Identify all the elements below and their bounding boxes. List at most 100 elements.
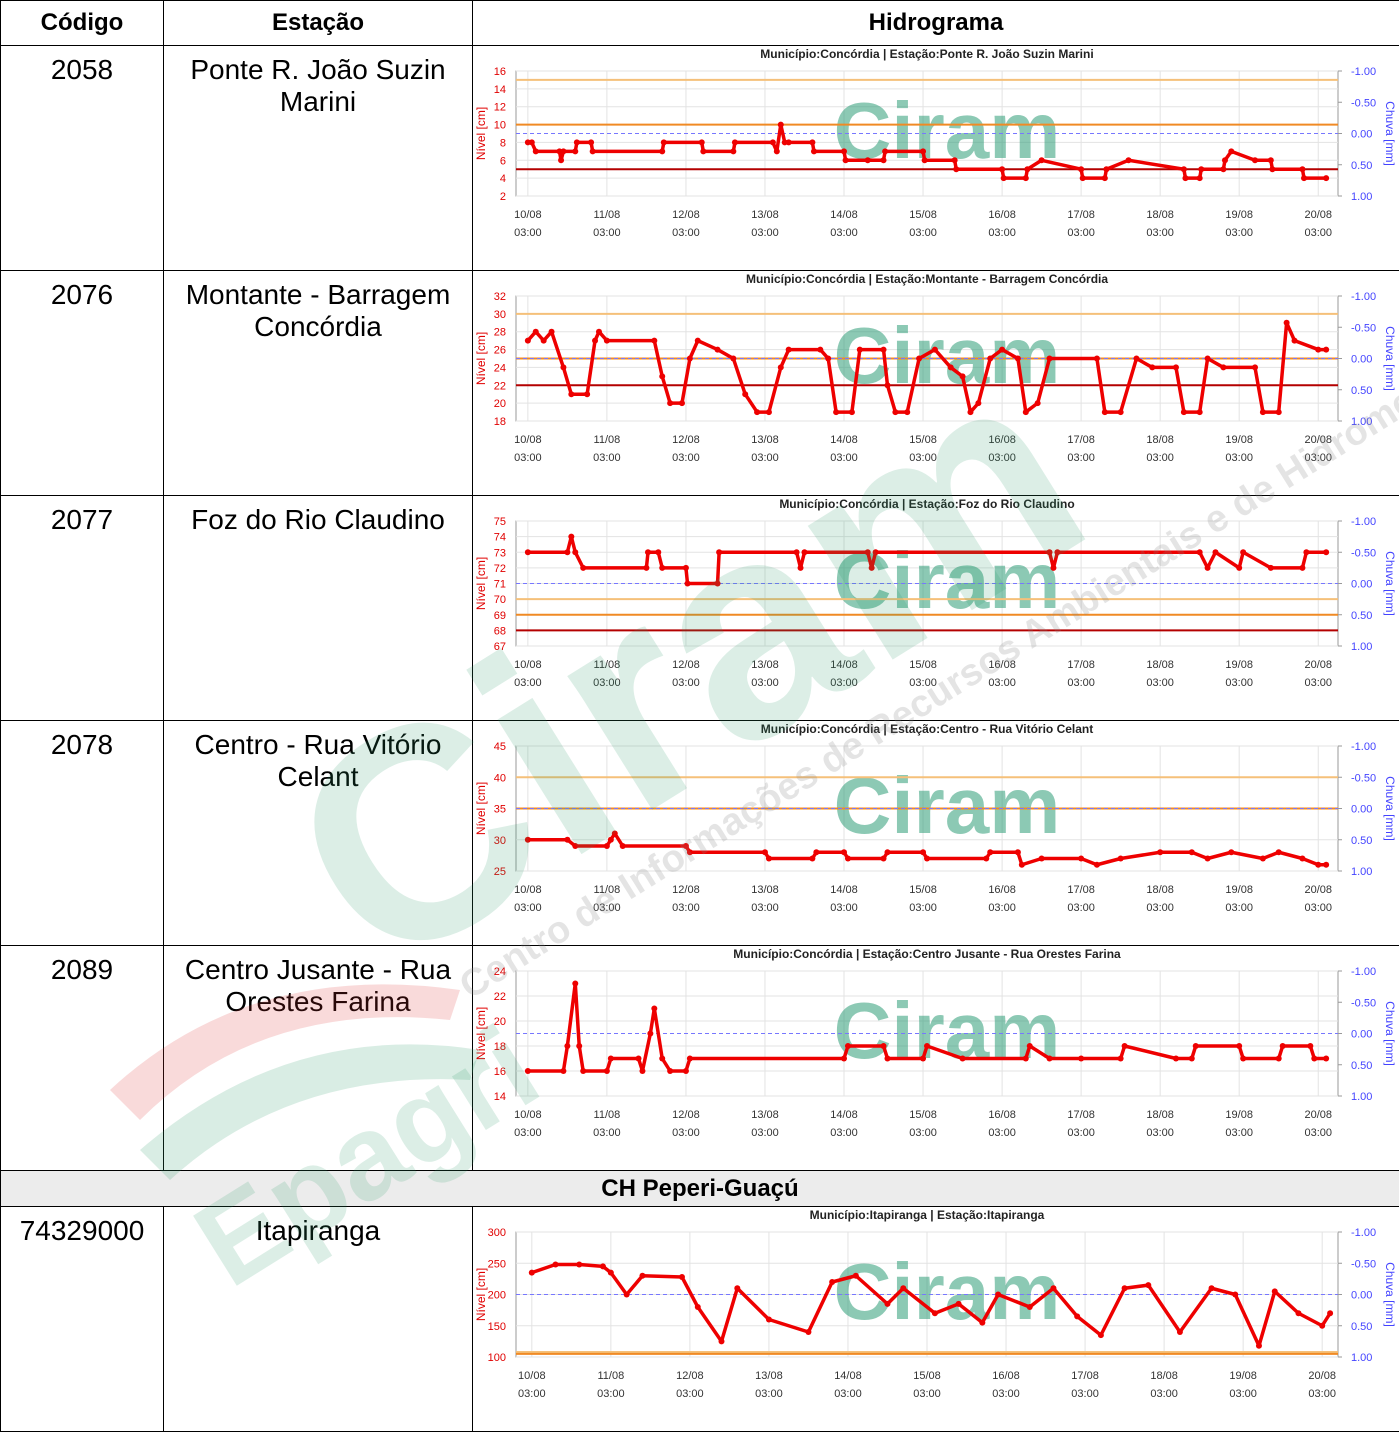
level-point <box>904 409 911 416</box>
level-point <box>684 580 691 587</box>
y-tick-label: 22 <box>494 991 506 1003</box>
level-point <box>1188 1055 1195 1062</box>
level-point <box>1267 564 1274 571</box>
level-point <box>1212 549 1219 556</box>
level-point <box>1022 175 1029 182</box>
y2-tick-label: -1.00 <box>1351 741 1376 753</box>
x-tick-label: 15/08 03:00 <box>909 884 937 914</box>
level-point <box>880 1043 887 1049</box>
level-point <box>884 1300 891 1307</box>
level-point <box>1240 549 1247 556</box>
level-point <box>884 382 891 389</box>
chart-title: Município:Concórdia | Estação:Montante -… <box>746 272 1108 286</box>
level-point <box>817 346 824 353</box>
level-point <box>848 409 855 416</box>
level-point <box>880 346 887 353</box>
level-point <box>730 148 737 155</box>
x-tick-label: 16/08 03:00 <box>988 1109 1016 1139</box>
x-tick-label: 17/08 03:00 <box>1071 1370 1099 1400</box>
y-tick-label: 18 <box>494 416 506 428</box>
level-point <box>979 1319 986 1326</box>
level-point <box>568 533 575 540</box>
header-cell: Estação <box>163 0 473 46</box>
level-point <box>951 157 958 164</box>
level-point <box>651 337 658 344</box>
level-point <box>999 346 1006 353</box>
x-tick-label: 19/08 03:00 <box>1225 659 1253 689</box>
level-point <box>773 148 780 155</box>
level-point <box>1275 1055 1282 1062</box>
level-point <box>564 836 571 843</box>
chart-title: Município:Concórdia | Estação:Foz do Rio… <box>779 497 1074 511</box>
level-point <box>548 328 555 335</box>
level-point <box>1259 409 1266 416</box>
y2-tick-label: 0.50 <box>1351 610 1372 622</box>
level-point <box>1078 855 1085 862</box>
level-point <box>589 148 596 155</box>
station-row: 2058 Ponte R. João Suzin Marini Município:… <box>0 45 1399 271</box>
y-tick-label: 6 <box>500 155 506 167</box>
y-tick-label: 300 <box>488 1227 506 1239</box>
level-point <box>1228 849 1235 856</box>
level-point <box>1117 1055 1124 1062</box>
level-point <box>682 564 689 571</box>
level-point <box>1295 1310 1302 1317</box>
level-point <box>635 1055 642 1062</box>
x-tick-label: 14/08 03:00 <box>830 434 858 464</box>
y2-axis-label: Chuva [mm] <box>1383 326 1397 391</box>
level-point <box>777 121 784 128</box>
station-row: 2089 Centro Jusante - Rua Orestes Farina M… <box>0 945 1399 1171</box>
level-point <box>686 1055 693 1062</box>
y-tick-label: 45 <box>494 741 506 753</box>
level-point <box>1204 564 1211 571</box>
x-tick-label: 10/08 03:00 <box>514 434 542 464</box>
level-point <box>841 148 848 155</box>
level-point <box>730 355 737 362</box>
level-point <box>1208 1285 1215 1292</box>
x-tick-label: 13/08 03:00 <box>751 659 779 689</box>
y2-axis-label: Chuva [mm] <box>1383 1001 1397 1066</box>
y2-tick-label: -0.50 <box>1351 322 1376 334</box>
y2-axis-label: Chuva [mm] <box>1383 1262 1397 1327</box>
x-tick-label: 14/08 03:00 <box>830 884 858 914</box>
level-point <box>714 580 721 587</box>
x-tick-label: 18/08 03:00 <box>1150 1370 1178 1400</box>
level-point <box>995 1291 1002 1298</box>
y-tick-label: 12 <box>494 102 506 114</box>
chart-watermark: Ciram <box>834 311 1061 400</box>
level-point <box>868 564 875 571</box>
chart-title: Município:Itapiranga | Estação:Itapirang… <box>810 1208 1045 1222</box>
level-point <box>959 1055 966 1062</box>
level-point <box>924 855 930 862</box>
x-tick-label: 15/08 03:00 <box>909 1109 937 1139</box>
x-tick-label: 19/08 03:00 <box>1225 1109 1253 1139</box>
x-tick-label: 16/08 03:00 <box>992 1370 1020 1400</box>
level-point <box>572 148 579 155</box>
level-point <box>1315 346 1322 353</box>
level-point <box>1228 148 1235 155</box>
level-point <box>1283 319 1290 326</box>
level-point <box>1299 564 1306 571</box>
x-tick-label: 14/08 03:00 <box>834 1370 862 1400</box>
x-tick-label: 12/08 03:00 <box>672 209 700 239</box>
y2-tick-label: 0.00 <box>1351 1029 1372 1041</box>
hydrograph: Município:Concórdia | Estação:Montante -… <box>474 272 1397 464</box>
level-point <box>1236 564 1243 571</box>
chart-cell: Município:Concórdia | Estação:Ponte R. J… <box>472 45 1399 271</box>
level-point <box>1172 1055 1179 1062</box>
y-tick-label: 16 <box>494 66 506 78</box>
level-point <box>920 1055 927 1062</box>
y-tick-label: 4 <box>500 173 506 185</box>
x-tick-label: 14/08 03:00 <box>830 659 858 689</box>
y2-axis-label: Chuva [mm] <box>1383 101 1397 166</box>
y2-axis-label: Chuva [mm] <box>1383 551 1397 616</box>
level-point <box>1078 1055 1085 1062</box>
x-tick-label: 19/08 03:00 <box>1225 884 1253 914</box>
level-point <box>1078 166 1085 173</box>
y-tick-label: 67 <box>494 641 506 653</box>
level-point <box>864 549 871 556</box>
level-point <box>844 1043 851 1049</box>
level-point <box>809 855 816 862</box>
level-point <box>841 1055 848 1062</box>
level-point <box>1172 364 1179 371</box>
